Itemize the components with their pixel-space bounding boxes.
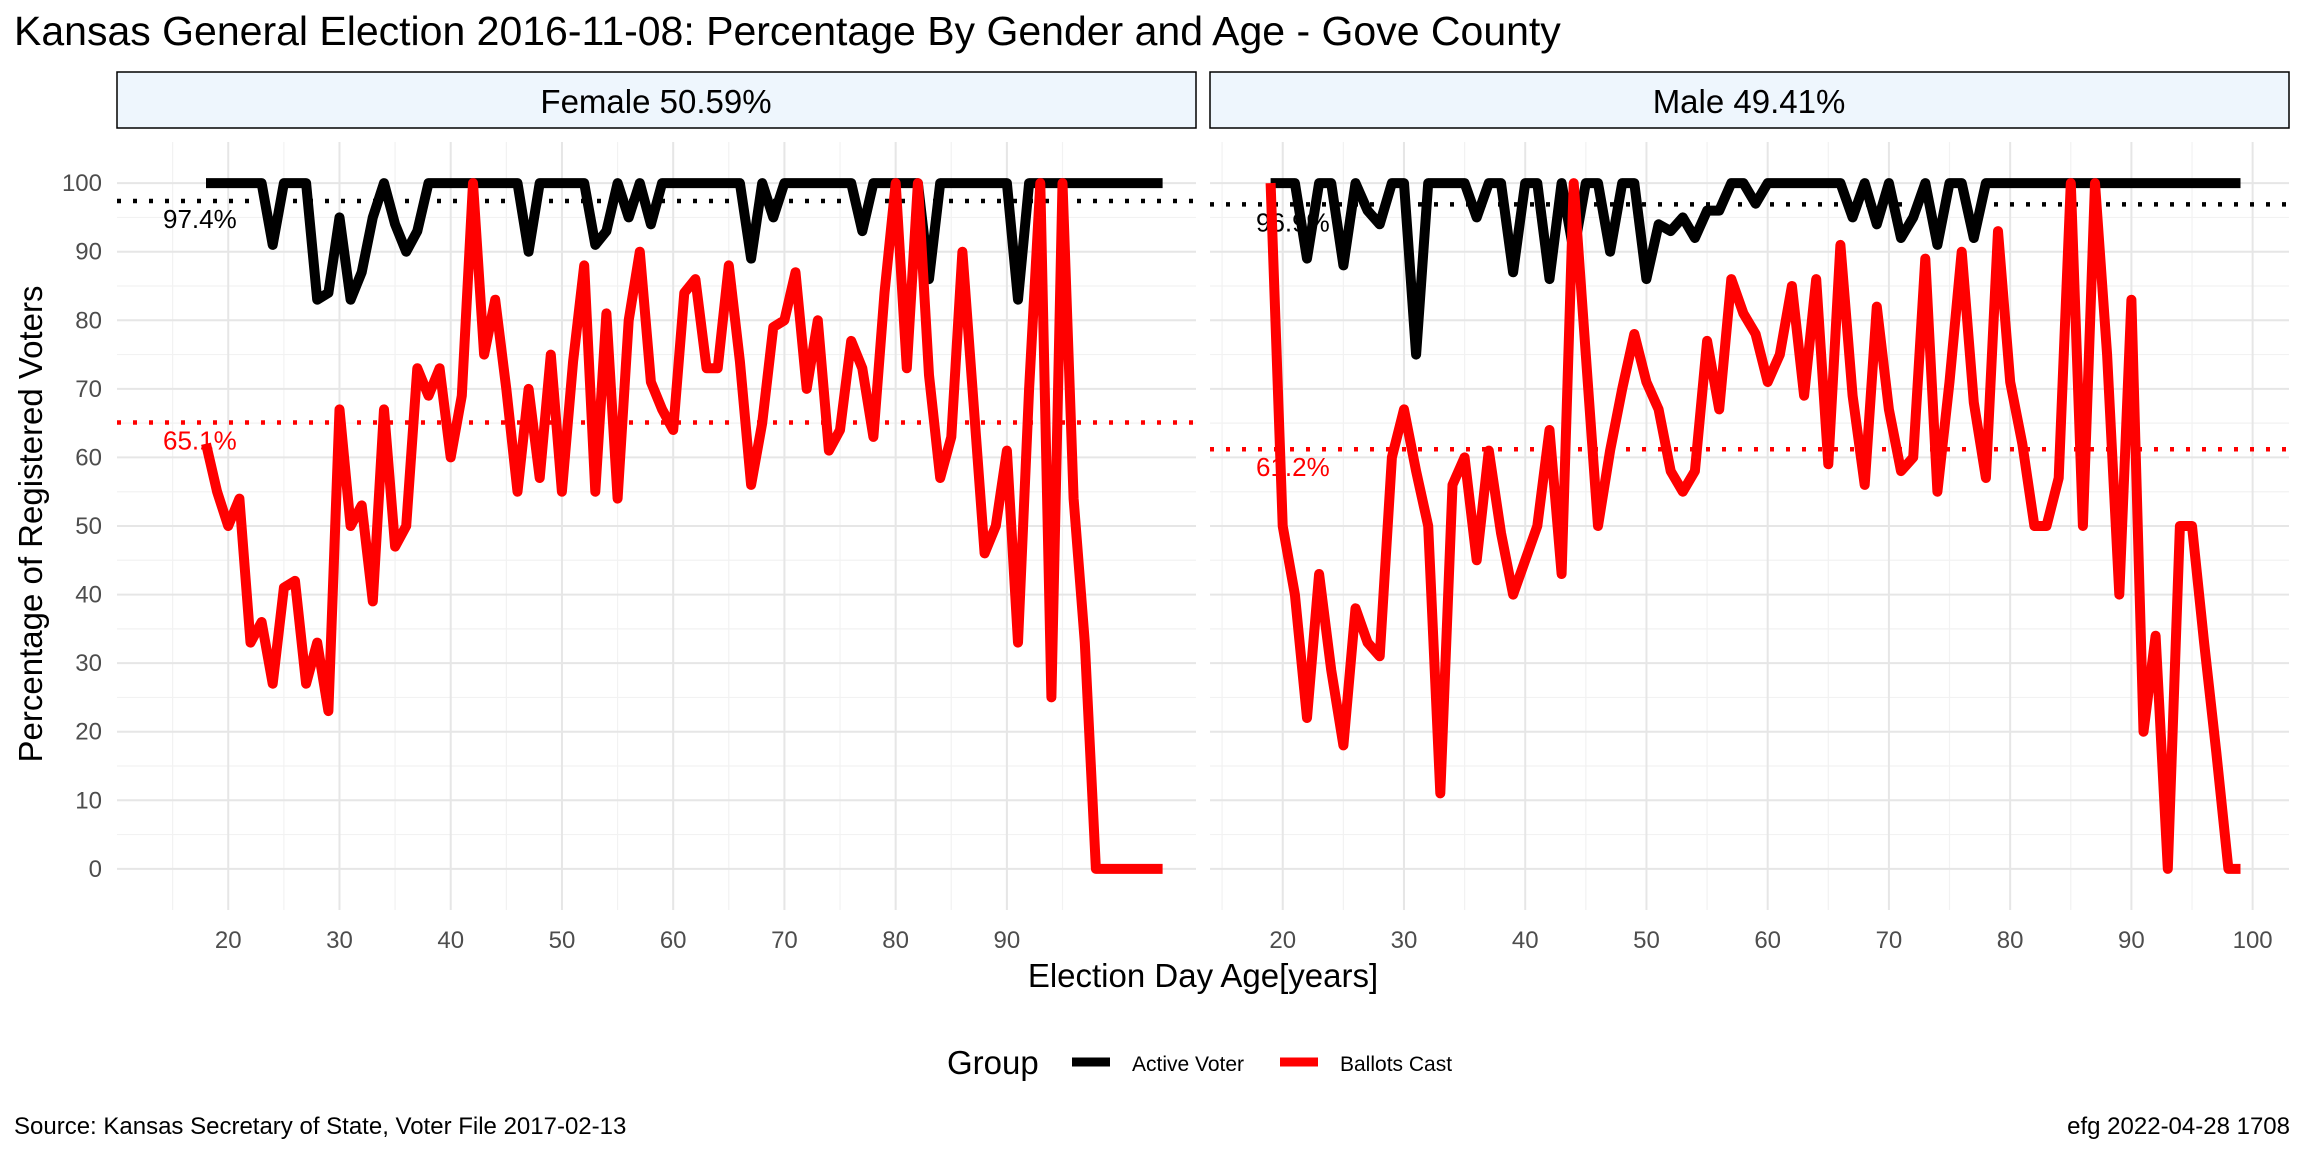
y-axis-tick-labels: 0 10 20 30 40 50 60 70 80 90 100 <box>62 170 102 883</box>
y-tick-label: 40 <box>75 582 102 609</box>
reference-label-active-voter: 97.4% <box>163 204 237 234</box>
x-tick-label: 40 <box>437 927 464 954</box>
grid-male <box>1210 142 2289 910</box>
x-tick-label: 100 <box>2233 927 2273 954</box>
x-tick-label: 20 <box>215 927 242 954</box>
x-tick-label: 60 <box>1754 927 1781 954</box>
x-tick-label: 80 <box>882 927 909 954</box>
y-tick-label: 50 <box>75 513 102 540</box>
facet-strip-male <box>1209 71 2290 129</box>
series-line-ballots-cast <box>1265 178 2241 874</box>
legend-label-active-voter: Active Voter <box>1132 1053 1244 1076</box>
source-caption: Source: Kansas Secretary of State, Voter… <box>14 1113 626 1140</box>
x-tick-label: 80 <box>1997 927 2024 954</box>
plot-area-male: 96.9%61.2% <box>1210 178 2289 874</box>
y-tick-label: 10 <box>75 787 102 814</box>
x-tick-label: 90 <box>994 927 1021 954</box>
x-tick-label: 30 <box>326 927 353 954</box>
chart-title: Kansas General Election 2016-11-08: Perc… <box>14 8 1561 54</box>
y-tick-label: 0 <box>89 856 102 883</box>
facet-panel-female: Female 50.59% 0 10 20 30 40 50 60 70 80 90 100 20 3… <box>62 71 1197 954</box>
legend: Group Active Voter Ballots Cast <box>947 1044 1452 1081</box>
reference-label-ballots-cast: 61.2% <box>1256 452 1330 482</box>
plot-area-female: 97.4% 65.1% <box>117 178 1196 874</box>
x-tick-label: 40 <box>1512 927 1539 954</box>
x-tick-label: 70 <box>1876 927 1903 954</box>
y-tick-label: 30 <box>75 650 102 677</box>
x-tick-label: 70 <box>771 927 798 954</box>
facet-strip-label-male: Male 49.41% <box>1653 83 1846 120</box>
y-tick-label: 70 <box>75 376 102 403</box>
reference-label-ballots-cast: 65.1% <box>163 425 237 455</box>
credit-caption: efg 2022-04-28 1708 <box>2067 1113 2290 1140</box>
y-tick-label: 80 <box>75 307 102 334</box>
legend-title: Group <box>947 1044 1039 1081</box>
y-axis-label: Percentage of Registered Voters <box>12 286 49 763</box>
facet-strip-label-female: Female 50.59% <box>540 83 771 120</box>
series-line-active-voter <box>1270 178 2241 360</box>
y-tick-label: 60 <box>75 444 102 471</box>
legend-label-ballots-cast: Ballots Cast <box>1340 1053 1452 1076</box>
y-tick-label: 90 <box>75 239 102 266</box>
y-tick-label: 100 <box>62 170 102 197</box>
series-line-ballots-cast <box>201 178 1163 874</box>
x-tick-label: 20 <box>1269 927 1296 954</box>
x-axis-label: Election Day Age[years] <box>1028 957 1378 994</box>
x-tick-label: 90 <box>2118 927 2145 954</box>
facet-strip-female <box>116 71 1197 129</box>
x-tick-label: 30 <box>1391 927 1418 954</box>
series-line-active-voter <box>206 178 1163 305</box>
x-axis-tick-labels-male: 20 30 40 50 60 70 80 90 100 <box>1269 927 2272 954</box>
x-tick-label: 50 <box>1633 927 1660 954</box>
facet-panel-male: Male 49.41% 20 30 40 50 60 70 80 90 100 96.9%61.… <box>1209 71 2290 954</box>
y-tick-label: 20 <box>75 719 102 746</box>
x-axis-tick-labels-female: 20 30 40 50 60 70 80 90 <box>215 927 1020 954</box>
x-tick-label: 60 <box>660 927 687 954</box>
x-tick-label: 50 <box>549 927 576 954</box>
